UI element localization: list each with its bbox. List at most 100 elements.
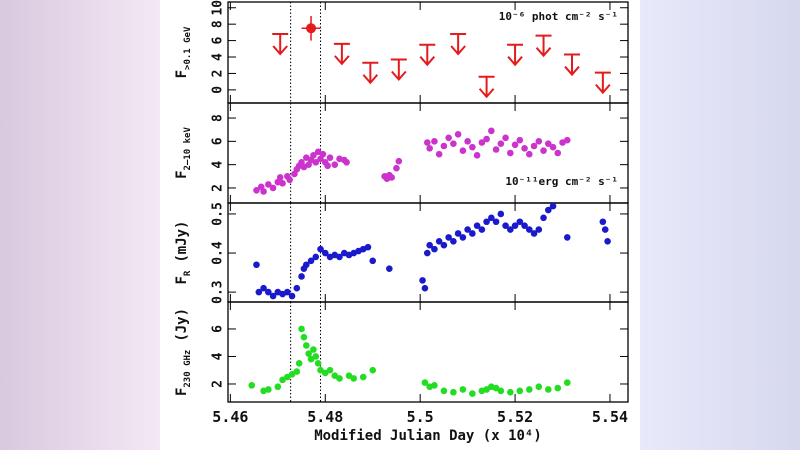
data-point	[454, 131, 462, 138]
data-point	[265, 386, 272, 393]
data-point	[302, 342, 310, 349]
data-point	[265, 288, 272, 296]
y-tick-label: 6	[211, 325, 226, 333]
data-point	[521, 145, 528, 152]
data-point	[488, 214, 495, 222]
data-point	[386, 265, 393, 272]
data-point	[535, 226, 543, 233]
y-label-sub: 2–10 keV	[183, 127, 193, 171]
data-point	[336, 253, 343, 261]
data-point	[248, 382, 256, 389]
data-point	[421, 284, 429, 292]
data-point	[359, 373, 367, 381]
y-tick-label: 10	[211, 0, 226, 16]
data-point	[549, 202, 557, 210]
y-tick-label: 8	[211, 114, 226, 122]
upper-limit	[272, 33, 289, 56]
data-point	[459, 386, 467, 393]
data-point	[563, 136, 571, 144]
data-point	[279, 180, 286, 187]
data-point	[423, 249, 431, 257]
data-point	[526, 386, 533, 393]
data-point	[469, 390, 476, 397]
upper-limit	[594, 71, 611, 95]
x-tick-label: 5.46	[212, 408, 248, 426]
data-point	[459, 147, 467, 154]
data-point	[497, 387, 505, 395]
data-point	[530, 230, 538, 237]
data-point	[604, 238, 611, 245]
data-point	[431, 382, 438, 389]
data-point	[343, 159, 350, 166]
data-point	[554, 149, 562, 157]
data-point	[305, 350, 312, 358]
data-point	[440, 241, 448, 249]
y-tick-label: 0.3	[211, 280, 226, 303]
data-point	[445, 234, 452, 241]
y-axis-label: F2–10 keV	[174, 127, 193, 179]
data-point	[300, 333, 308, 341]
data-point	[435, 238, 443, 245]
y-label-sub: R	[183, 270, 193, 276]
data-point	[293, 368, 301, 375]
upper-limit	[333, 42, 350, 66]
data-point	[298, 273, 305, 280]
data-point	[507, 226, 514, 233]
data-point	[265, 181, 272, 188]
data-point	[312, 353, 320, 360]
data-point	[269, 292, 277, 300]
data-point	[544, 206, 552, 214]
data-point	[314, 360, 322, 367]
y-tick-label: 6	[211, 37, 226, 45]
data-point	[388, 174, 396, 181]
data-point	[445, 134, 452, 142]
y-tick-label: 0	[211, 86, 226, 94]
upper-limit	[507, 43, 524, 67]
x-tick-label: 5.48	[307, 408, 343, 426]
data-point	[478, 139, 486, 146]
data-point	[350, 375, 358, 382]
data-point	[497, 140, 505, 147]
y-tick-label: 4	[211, 161, 226, 169]
data-point	[321, 249, 329, 257]
figure-area	[160, 0, 640, 450]
data-point	[507, 149, 514, 157]
data-point	[521, 222, 528, 229]
panel-frame	[227, 301, 629, 403]
data-point	[336, 375, 343, 382]
data-point	[426, 241, 433, 249]
data-point	[369, 366, 377, 374]
data-point	[298, 325, 305, 333]
y-label-main: F	[174, 70, 190, 78]
x-tick-label: 5.52	[497, 408, 533, 426]
data-point	[306, 23, 317, 34]
data-point	[488, 127, 495, 135]
data-point	[310, 152, 317, 159]
data-point	[421, 379, 429, 386]
data-point	[473, 152, 481, 159]
y-label-main: F	[174, 170, 190, 178]
data-point	[516, 387, 524, 395]
data-point	[502, 222, 509, 229]
data-point	[274, 383, 282, 391]
y-axis-label: FR (mJy)	[174, 220, 193, 284]
upper-limit	[535, 34, 552, 58]
data-point	[497, 210, 505, 218]
data-point	[450, 238, 457, 245]
data-point	[507, 388, 514, 396]
data-point	[253, 261, 260, 269]
data-point	[526, 150, 533, 158]
data-point	[464, 226, 471, 233]
data-point	[431, 245, 438, 253]
data-point	[478, 226, 486, 233]
data-point	[260, 284, 267, 292]
data-point	[295, 360, 303, 367]
data-point	[601, 226, 609, 233]
data-point	[450, 140, 457, 147]
data-point	[395, 157, 403, 165]
data-point	[419, 277, 426, 284]
upper-limit	[419, 43, 436, 67]
data-point	[269, 184, 277, 192]
data-point	[540, 214, 547, 222]
